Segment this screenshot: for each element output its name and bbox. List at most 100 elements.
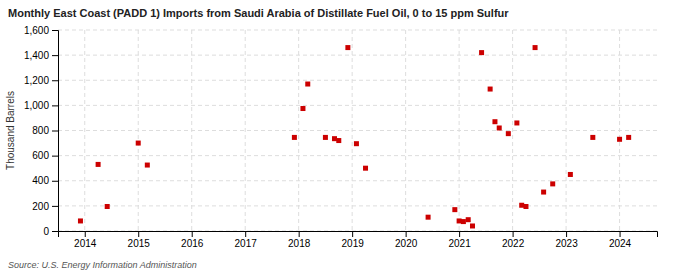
tick-label: 1,400	[24, 50, 49, 61]
grid-line	[405, 30, 406, 231]
tick-mark	[299, 231, 300, 237]
grid	[58, 30, 657, 231]
tick: 1,400	[24, 50, 58, 61]
tick: 800	[32, 125, 58, 136]
tick: 2016	[181, 231, 204, 249]
point	[461, 219, 466, 224]
tick-mark	[52, 131, 58, 132]
tick-mark	[566, 231, 567, 237]
title: Monthly East Coast (PADD 1) Imports from…	[8, 7, 509, 19]
point	[590, 135, 595, 140]
grid-line	[58, 180, 657, 181]
tick: 2020	[395, 231, 418, 249]
tick-label: 2020	[395, 238, 418, 249]
tick-label: 0	[43, 226, 49, 237]
point	[305, 82, 310, 87]
tick: 2024	[609, 231, 632, 249]
grid-line	[459, 30, 460, 231]
tick-label: 600	[32, 150, 49, 161]
tick-label: 2014	[74, 238, 97, 249]
point	[145, 163, 150, 168]
tick-mark	[52, 181, 58, 182]
tick-mark	[85, 231, 86, 237]
point	[332, 136, 337, 141]
tick-label: 2019	[342, 238, 365, 249]
tick: 2023	[555, 231, 578, 249]
tick-label: 1,200	[24, 75, 49, 86]
point	[479, 50, 484, 55]
tick-label: 1,600	[24, 25, 49, 36]
point	[345, 45, 350, 50]
source: Source: U.S. Energy Information Administ…	[8, 260, 197, 270]
grid-line	[58, 205, 657, 206]
grid-line	[512, 30, 513, 231]
tick-label: 2017	[235, 238, 258, 249]
grid-line	[298, 30, 299, 231]
tick-label: 2023	[555, 238, 578, 249]
point	[336, 138, 341, 143]
tick: 200	[32, 201, 58, 212]
tick-mark	[245, 231, 246, 237]
tick: 2022	[502, 231, 525, 249]
grid-line	[191, 30, 192, 231]
point	[78, 218, 83, 223]
tick-mark	[52, 80, 58, 81]
point	[323, 135, 328, 140]
point	[457, 218, 462, 223]
point	[136, 141, 141, 146]
point	[452, 207, 457, 212]
tick-mark	[352, 231, 353, 237]
tick-label: 2021	[448, 238, 471, 249]
point	[541, 190, 546, 195]
tick: 2014	[74, 231, 97, 249]
tick: 2018	[288, 231, 311, 249]
grid-line	[58, 155, 657, 156]
tick-mark	[52, 55, 58, 56]
tick-mark	[406, 231, 407, 237]
grid-line	[58, 30, 657, 31]
axis-line	[59, 232, 658, 238]
point	[514, 120, 519, 125]
tick: 1,200	[24, 75, 58, 86]
grid-line	[58, 130, 657, 131]
tick: 400	[32, 175, 58, 186]
grid-line	[58, 105, 657, 106]
grid-line	[619, 30, 620, 231]
grid-line	[566, 30, 567, 231]
tick-mark	[620, 231, 621, 237]
point	[105, 204, 110, 209]
y-axis: 0 200 400 600 800 1,000 1,200 1,400 1,600	[24, 25, 59, 237]
tick-mark	[52, 30, 58, 31]
point	[466, 217, 471, 222]
point	[519, 203, 524, 208]
tick-mark	[52, 156, 58, 157]
axis-line	[52, 31, 59, 232]
tick: 2019	[342, 231, 365, 249]
grid-line	[138, 30, 139, 231]
point	[492, 119, 497, 124]
y-axis-label: Thousand Barrels	[5, 91, 16, 170]
point	[523, 204, 528, 209]
point	[497, 125, 502, 130]
point	[506, 131, 511, 136]
tick-mark	[52, 231, 58, 232]
tick-mark	[52, 206, 58, 207]
point	[550, 181, 555, 186]
tick: 1,000	[24, 100, 58, 111]
plot-area: 2014201520162017201820192020202120222023…	[24, 25, 658, 249]
chart: 2014201520162017201820192020202120222023…	[0, 0, 675, 275]
point	[533, 45, 538, 50]
tick: 600	[32, 150, 58, 161]
point	[488, 87, 493, 92]
point	[617, 137, 622, 142]
grid-line	[84, 30, 85, 231]
point	[363, 166, 368, 171]
tick-label: 200	[32, 201, 49, 212]
tick-mark	[459, 231, 460, 237]
grid-line	[58, 80, 657, 81]
tick-label: 2016	[181, 238, 204, 249]
grid-line	[352, 30, 353, 231]
point	[426, 215, 431, 220]
x-axis: 2014201520162017201820192020202120222023…	[59, 231, 658, 249]
tick-label: 400	[32, 175, 49, 186]
